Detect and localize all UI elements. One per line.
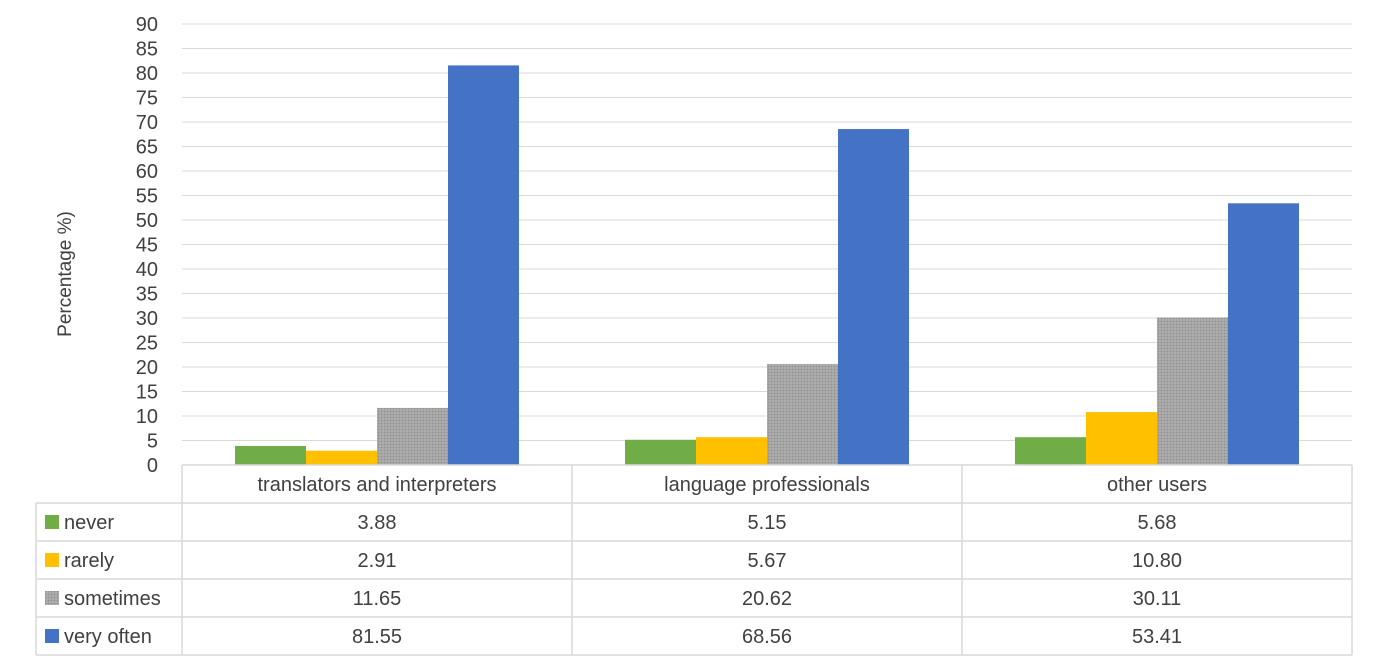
bar-very-often-3 [1228,203,1299,465]
legend-label-sometimes: sometimes [64,588,161,610]
y-tick-label: 80 [136,63,158,85]
data-label: 20.62 [742,588,792,610]
bar-sometimes-1 [377,407,448,465]
legend-label-never: never [64,512,114,534]
data-label: 11.65 [353,588,402,610]
data-label: 2.91 [358,550,397,572]
data-label: 68.56 [742,626,792,648]
data-label: 5.68 [1138,512,1177,534]
y-tick-label: 10 [136,406,158,428]
y-tick-label: 0 [147,455,158,477]
y-tick-label: 45 [136,235,158,257]
bar-never-2 [625,439,696,465]
data-table: translators and interpreters language pro… [35,464,1353,656]
y-tick-label: 65 [136,137,158,159]
data-label: 5.67 [748,550,787,572]
y-tick-label: 15 [136,382,158,404]
y-tick-label: 25 [136,333,158,355]
legend-label-very-often: very often [64,626,152,648]
y-tick-label: 20 [136,357,158,379]
data-label: 10.80 [1132,550,1182,572]
legend-swatch-never [45,515,59,529]
y-tick-label: 40 [136,259,158,281]
bar-sometimes-2 [767,363,838,465]
data-label: 53.41 [1132,626,1182,648]
legend-swatch-very-often [45,629,59,643]
data-label: 5.15 [748,512,787,534]
category-label: other users [1107,474,1207,496]
y-axis-title: Percentage %) [55,211,76,337]
bar-rarely-3 [1086,412,1157,465]
y-tick-label: 55 [136,186,158,208]
y-tick-label: 35 [136,284,158,306]
y-tick-label: 85 [136,39,158,61]
y-tick-label: 60 [136,161,158,183]
data-label: 30.11 [1133,588,1182,610]
data-label: 81.55 [352,626,402,648]
y-tick-label: 5 [147,431,158,453]
bar-very-often-2 [838,129,909,465]
bar-rarely-1 [306,450,377,465]
bar-rarely-2 [696,437,767,465]
y-tick-label: 90 [136,14,158,36]
bars [235,65,1299,465]
legend-label-rarely: rarely [64,550,114,572]
category-label: language professionals [664,474,870,496]
category-label: translators and interpreters [257,474,496,496]
bar-never-1 [235,445,306,465]
bar-very-often-1 [448,65,519,465]
y-tick-label: 70 [136,112,158,134]
bar-never-3 [1015,437,1086,465]
bar-sometimes-3 [1157,317,1228,465]
y-tick-label: 50 [136,210,158,232]
y-tick-label: 75 [136,88,158,110]
gridlines [182,23,1352,441]
data-label: 3.88 [358,512,397,534]
y-tick-label: 30 [136,308,158,330]
legend-swatch-sometimes [45,591,59,605]
legend-swatch-rarely [45,553,59,567]
